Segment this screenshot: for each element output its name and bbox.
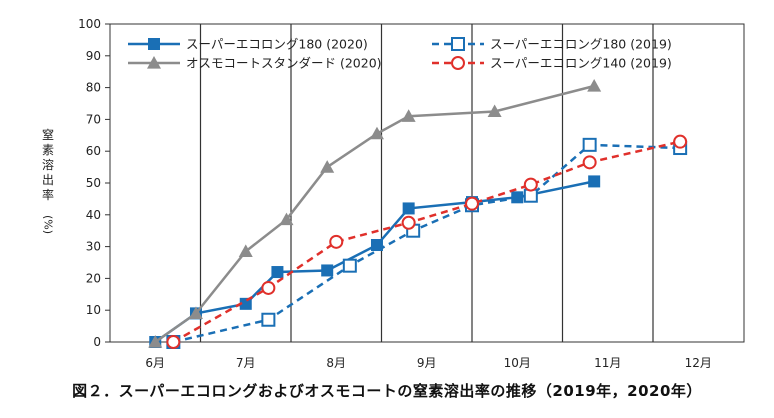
data-point xyxy=(402,202,415,215)
y-tick-label: 20 xyxy=(86,271,101,285)
data-point xyxy=(673,134,688,149)
x-tick-label: 12月 xyxy=(685,356,712,370)
data-point xyxy=(587,79,602,92)
y-tick-label: 50 xyxy=(86,176,101,190)
data-point xyxy=(401,109,416,122)
data-point xyxy=(261,280,276,295)
data-point xyxy=(588,175,601,188)
data-point xyxy=(451,37,465,51)
y-tick-label: 90 xyxy=(86,49,101,63)
x-tick-label: 9月 xyxy=(417,356,437,370)
x-tick-label: 8月 xyxy=(326,356,346,370)
y-tick-label: 40 xyxy=(86,208,101,222)
legend-label: スーパーエコロング180 (2020) xyxy=(186,37,368,52)
series-line xyxy=(172,140,681,344)
y-axis-label-char: 素 xyxy=(41,143,54,157)
data-point xyxy=(271,266,284,279)
data-point xyxy=(279,212,294,226)
x-tick-label: 7月 xyxy=(236,356,256,370)
y-axis-label: 窒 素 溶 出 率 (%) xyxy=(38,128,58,235)
y-tick-label: 60 xyxy=(86,144,101,158)
legend-label: オスモコートスタンダード (2020) xyxy=(186,56,382,71)
data-point xyxy=(401,215,416,230)
figure-caption: 図２．スーパーエコロングおよびオスモコートの窒素溶出率の推移（2019年，202… xyxy=(72,382,702,400)
data-point xyxy=(148,38,160,50)
data-point xyxy=(147,56,161,69)
series-line xyxy=(154,180,595,344)
data-point xyxy=(321,264,334,277)
y-axis-label-char: 出 xyxy=(41,173,54,187)
data-point xyxy=(238,244,253,257)
y-tick-label: 10 xyxy=(86,303,101,317)
data-point xyxy=(465,196,479,211)
legend-label: スーパーエコロング180 (2019) xyxy=(490,37,672,52)
data-point xyxy=(261,312,276,327)
data-point xyxy=(451,56,465,70)
y-axis-unit: (%) xyxy=(41,214,55,235)
data-point xyxy=(487,104,502,118)
data-point xyxy=(582,155,597,170)
data-point xyxy=(148,335,163,348)
y-axis-label-char: 率 xyxy=(41,188,54,202)
x-tick-label: 6月 xyxy=(145,356,165,370)
y-tick-label: 70 xyxy=(86,112,101,126)
data-point xyxy=(239,297,252,310)
data-point xyxy=(166,335,181,349)
y-axis-label-char: 窒 xyxy=(41,128,54,142)
data-point xyxy=(329,234,344,249)
data-point xyxy=(320,160,335,173)
legend-label: スーパーエコロング140 (2019) xyxy=(490,56,672,71)
x-tick-label: 10月 xyxy=(504,356,531,370)
data-point xyxy=(582,137,597,152)
data-point xyxy=(369,126,384,140)
x-tick-label: 11月 xyxy=(594,356,621,370)
y-tick-label: 100 xyxy=(78,17,101,31)
data-point xyxy=(342,258,357,273)
y-tick-label: 30 xyxy=(86,240,101,254)
y-tick-label: 0 xyxy=(93,335,101,349)
data-point xyxy=(188,306,203,319)
y-axis-label-char: 溶 xyxy=(41,158,54,172)
plot-frame xyxy=(109,23,745,343)
series-line xyxy=(173,143,681,344)
data-point xyxy=(523,177,538,192)
y-tick-label: 80 xyxy=(86,81,101,95)
series-line xyxy=(154,84,595,344)
